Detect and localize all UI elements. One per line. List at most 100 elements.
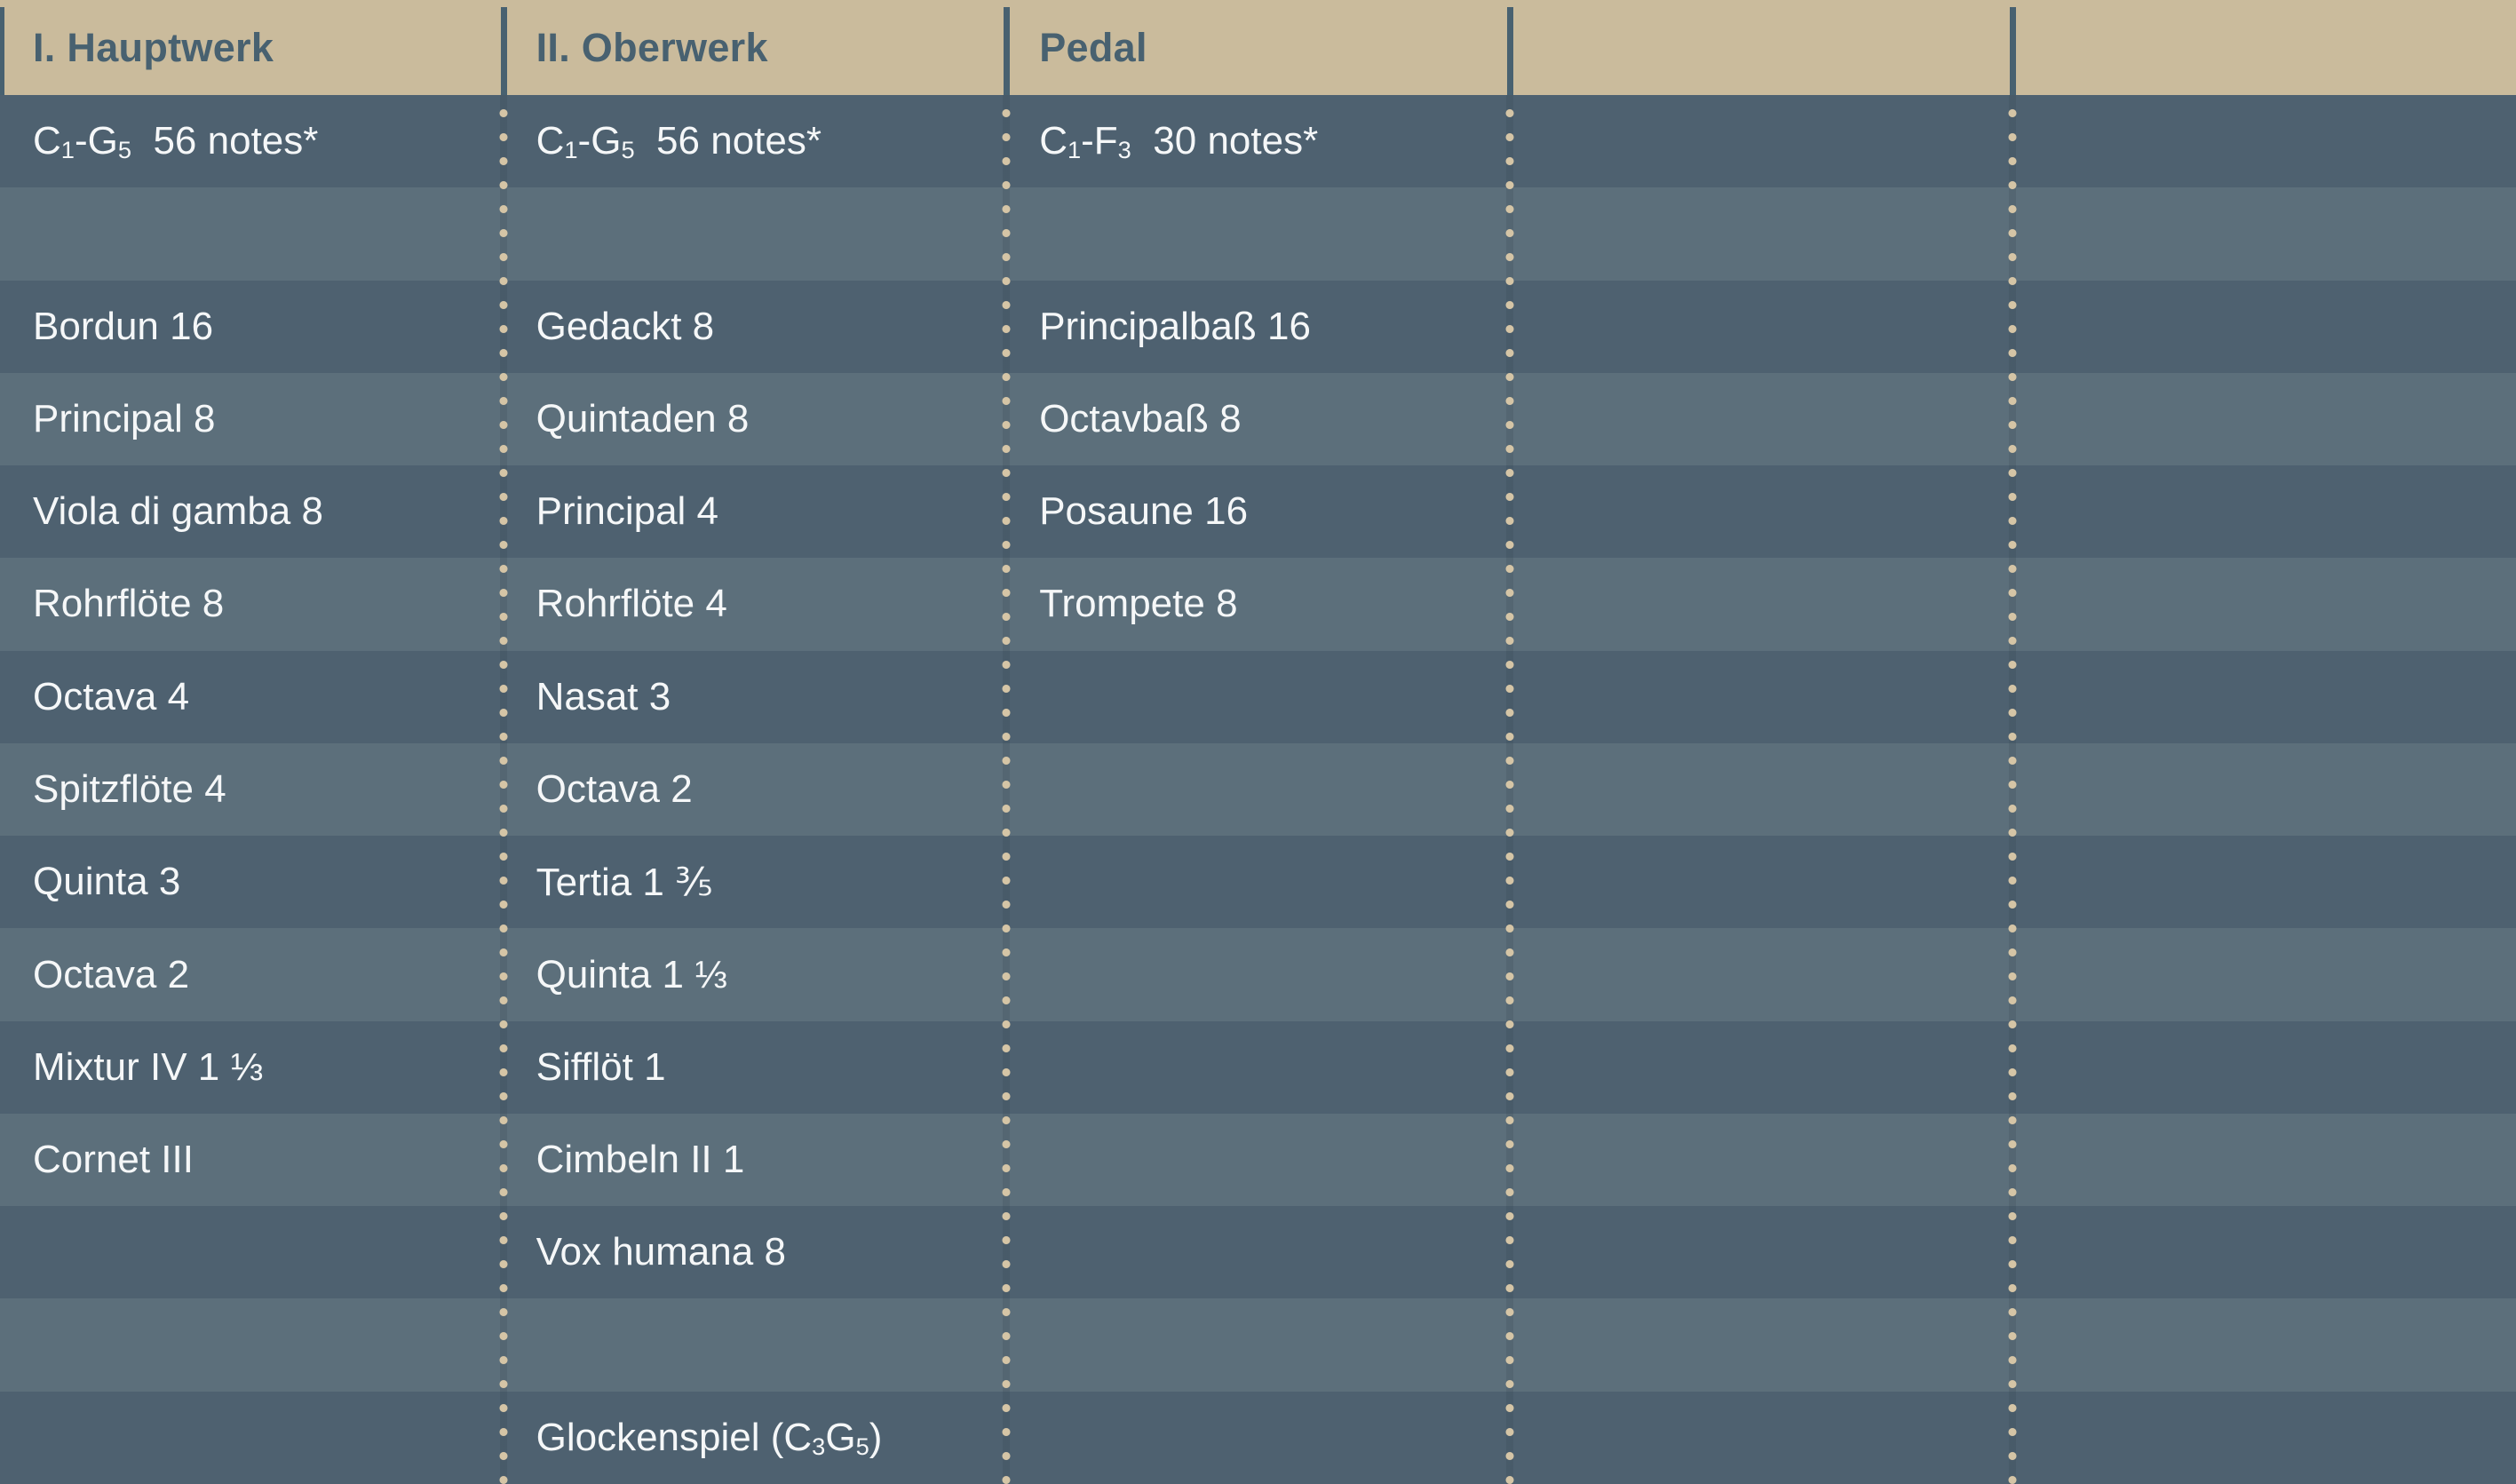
table-cell <box>1510 281 2013 373</box>
table-row: Octava 2 Quinta 1 ⅓ <box>0 928 2516 1021</box>
cell-text: Octavbaß 8 <box>1039 396 1242 440</box>
cell-text: Tertia 1 ⅗ <box>536 860 713 904</box>
table-cell: Tertia 1 ⅗ <box>504 836 1007 928</box>
column-header-pedal: Pedal <box>1004 0 1510 95</box>
table-cell: Spitzflöte 4 <box>0 743 504 836</box>
table-cell: Rohrflöte 4 <box>504 558 1007 650</box>
table-cell: Octavbaß 8 <box>1006 373 1510 465</box>
table-row: C1-G5 56 notes* C1-G5 56 notes* C1-F3 30 n… <box>0 95 2516 188</box>
table-cell <box>504 1298 1007 1391</box>
table-cell <box>2012 95 2516 187</box>
table-cell: Quintaden 8 <box>504 373 1007 465</box>
table-cell <box>0 1206 504 1298</box>
table-cell <box>2012 1206 2516 1298</box>
table-cell: Cornet III <box>0 1114 504 1206</box>
cell-text: Principal 8 <box>33 396 216 440</box>
cell-text: Octava 4 <box>33 674 190 718</box>
cell-text: Quinta 3 <box>33 860 181 904</box>
cell-text: Mixtur IV 1 ⅓ <box>33 1044 264 1089</box>
table-cell <box>1510 1021 2013 1114</box>
table-row <box>0 1298 2516 1392</box>
cell-text: Principal 4 <box>536 489 719 534</box>
table-cell: Bordun 16 <box>0 281 504 373</box>
table-cell: Sifflöt 1 <box>504 1021 1007 1114</box>
cell-text: Quintaden 8 <box>536 396 750 440</box>
table-cell: Vox humana 8 <box>504 1206 1007 1298</box>
table-cell <box>2012 187 2516 280</box>
table-row: Octava 4 Nasat 3 <box>0 650 2516 743</box>
table-cell <box>1006 928 1510 1020</box>
table-header-row: I. Hauptwerk II. Oberwerk Pedal <box>0 0 2516 95</box>
table-cell <box>1510 836 2013 928</box>
cell-text: Gedackt 8 <box>536 304 715 348</box>
table-row <box>0 187 2516 281</box>
column-header-empty-2 <box>2010 0 2516 95</box>
column-divider <box>0 7 4 95</box>
table-cell: Cimbeln II 1 <box>504 1114 1007 1206</box>
column-divider <box>1506 7 1513 95</box>
table-cell <box>1006 651 1510 743</box>
table-cell: Glockenspiel (C3G5) <box>504 1392 1007 1484</box>
table-cell <box>1006 1206 1510 1298</box>
cell-text: C1-G5 56 notes* <box>536 119 821 164</box>
table-cell <box>2012 558 2516 650</box>
table-cell: Octava 2 <box>0 928 504 1020</box>
table-cell: Nasat 3 <box>504 651 1007 743</box>
cell-text: Quinta 1 ⅓ <box>536 952 727 996</box>
table-cell <box>2012 281 2516 373</box>
table-cell <box>2012 373 2516 465</box>
table-cell <box>1006 743 1510 836</box>
cell-text: C1-G5 56 notes* <box>33 119 319 164</box>
table-cell <box>1510 373 2013 465</box>
dotted-column-divider <box>1504 95 1515 1484</box>
column-divider <box>1004 7 1011 95</box>
table-row: Mixtur IV 1 ⅓ Sifflöt 1 <box>0 1020 2516 1114</box>
table-cell: Posaune 16 <box>1006 465 1510 558</box>
table-cell <box>1006 836 1510 928</box>
cell-text: Vox humana 8 <box>536 1230 786 1274</box>
table-cell <box>1510 95 2013 187</box>
table-cell: Rohrflöte 8 <box>0 558 504 650</box>
cell-text: Viola di gamba 8 <box>33 489 323 534</box>
table-row: Rohrflöte 8 Rohrflöte 4 Trompete 8 <box>0 558 2516 651</box>
table-cell <box>504 187 1007 280</box>
table-cell <box>2012 743 2516 836</box>
table-cell <box>1006 187 1510 280</box>
cell-text: Principalbaß 16 <box>1039 304 1311 348</box>
table-cell <box>1510 743 2013 836</box>
column-header-empty-1 <box>1506 0 2013 95</box>
column-header-label: I. Hauptwerk <box>33 24 274 70</box>
table-row: Glockenspiel (C3G5) <box>0 1391 2516 1484</box>
dotted-column-divider <box>2007 95 2019 1484</box>
table-cell: Principalbaß 16 <box>1006 281 1510 373</box>
cell-text: Glockenspiel (C3G5) <box>536 1415 883 1460</box>
cell-text: Sifflöt 1 <box>536 1044 666 1089</box>
table-cell <box>1510 187 2013 280</box>
table-cell: Viola di gamba 8 <box>0 465 504 558</box>
table-cell <box>1510 928 2013 1020</box>
table-cell <box>1510 1114 2013 1206</box>
cell-text: Posaune 16 <box>1039 489 1249 534</box>
table-cell: Trompete 8 <box>1006 558 1510 650</box>
table-row: Bordun 16 Gedackt 8 Principalbaß 16 <box>0 280 2516 373</box>
table-body: C1-G5 56 notes* C1-G5 56 notes* C1-F3 30 n… <box>0 95 2516 1484</box>
table-cell <box>2012 1392 2516 1484</box>
table-row: Viola di gamba 8 Principal 4 Posaune 16 <box>0 465 2516 559</box>
cell-text: Bordun 16 <box>33 304 214 348</box>
table-cell <box>0 1392 504 1484</box>
table-cell: Principal 4 <box>504 465 1007 558</box>
cell-text: C1-F3 30 notes* <box>1039 119 1319 164</box>
table-cell <box>1510 651 2013 743</box>
table-cell: C1-F3 30 notes* <box>1006 95 1510 187</box>
cell-text: Octava 2 <box>33 952 190 996</box>
table-cell <box>1006 1021 1510 1114</box>
cell-text: Rohrflöte 8 <box>33 582 225 626</box>
cell-text: Octava 2 <box>536 766 693 811</box>
column-header-oberwerk: II. Oberwerk <box>500 0 1007 95</box>
table-cell <box>2012 1298 2516 1391</box>
table-cell: Quinta 1 ⅓ <box>504 928 1007 1020</box>
table-cell <box>0 1298 504 1391</box>
column-divider <box>2010 7 2017 95</box>
table-cell: C1-G5 56 notes* <box>0 95 504 187</box>
